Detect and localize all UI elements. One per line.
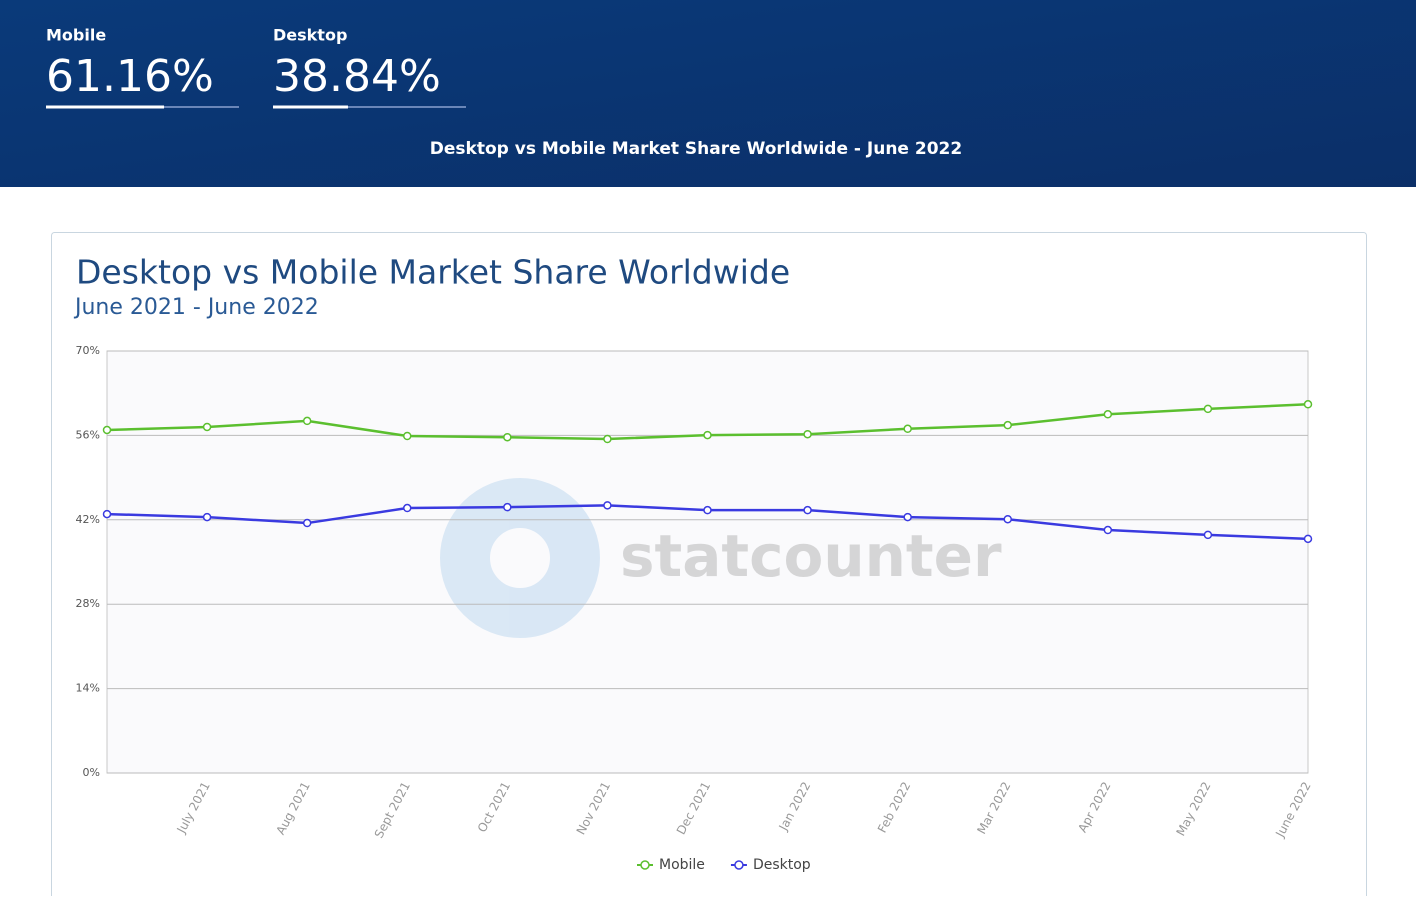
chart-subtitle: June 2021 - June 2022: [73, 295, 319, 320]
data-point: [903, 512, 912, 522]
data-point: [503, 502, 512, 512]
data-point: [302, 416, 312, 426]
watermark-text: statcounter: [620, 522, 1002, 590]
legend-item: Desktop: [730, 857, 811, 873]
stat-value: 61.16%: [46, 51, 214, 102]
data-point: [603, 434, 612, 444]
watermark: statcounter: [440, 478, 1002, 638]
data-point: [403, 431, 412, 441]
data-point: [703, 430, 712, 440]
data-point: [1303, 534, 1313, 544]
y-tick-label: 42%: [76, 513, 100, 526]
data-point: [102, 425, 112, 435]
data-point: [1303, 400, 1313, 409]
stat-value: 38.84%: [273, 51, 441, 102]
data-point: [1003, 514, 1012, 524]
data-point: [102, 509, 112, 519]
data-point: [503, 432, 512, 442]
chart-title: Desktop vs Mobile Market Share Worldwide: [76, 253, 790, 292]
data-point: [803, 505, 812, 515]
y-tick-label: 70%: [76, 344, 100, 357]
data-point: [1103, 525, 1113, 535]
watermark-logo: [440, 478, 600, 638]
banner-title: Desktop vs Mobile Market Share Worldwide…: [430, 139, 962, 159]
data-point: [803, 429, 812, 439]
y-tick-label: 0%: [83, 766, 100, 779]
data-point: [703, 505, 712, 515]
data-point: [1003, 420, 1012, 430]
legend-marker: [734, 860, 744, 870]
data-point: [1103, 410, 1113, 419]
data-point: [302, 518, 312, 528]
y-tick-label: 14%: [76, 682, 100, 695]
data-point: [202, 422, 212, 432]
stat-label: Mobile: [46, 26, 106, 45]
data-point: [1203, 530, 1213, 540]
y-tick-label: 56%: [76, 428, 100, 441]
data-point: [202, 512, 212, 522]
legend-marker: [640, 860, 650, 870]
header-bg: [0, 0, 1416, 187]
y-tick-label: 28%: [76, 597, 100, 610]
data-point: [403, 503, 412, 513]
stat-label: Desktop: [273, 26, 347, 45]
data-point: [903, 424, 912, 434]
legend-label: Desktop: [753, 857, 811, 873]
legend-label: Mobile: [659, 857, 705, 873]
legend-item: Mobile: [637, 857, 705, 873]
data-point: [1203, 404, 1213, 414]
data-point: [603, 501, 612, 510]
